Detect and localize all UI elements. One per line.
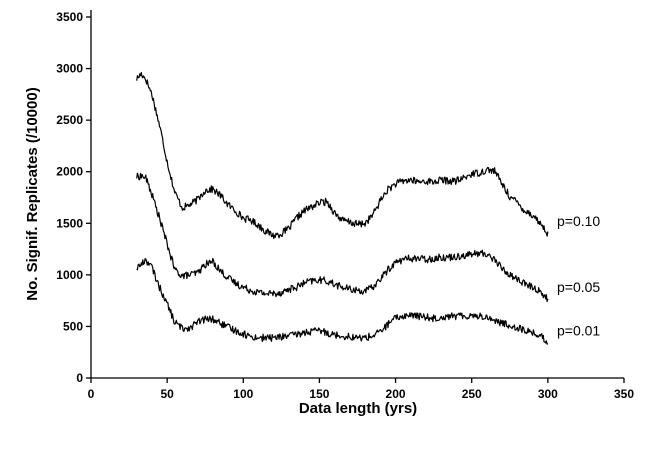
x-tick-label: 50 [160,387,174,401]
series-line-2 [136,172,549,303]
y-tick-label: 500 [63,319,83,333]
y-tick-label: 2500 [56,113,83,127]
y-tick-label: 3000 [56,62,83,76]
x-tick-label: 100 [233,387,253,401]
y-tick-label: 2000 [56,165,83,179]
axes-layer [90,10,624,379]
series-line-3 [136,258,549,345]
x-tick-label: 200 [386,387,406,401]
x-tick-label: 150 [309,387,329,401]
y-axis-title: No. Signif. Replicates (/10000) [24,87,41,300]
series-label-1: p=0.10 [557,213,600,229]
y-tick-label: 1500 [56,216,83,230]
series-label-layer: p=0.10 p=0.05 p=0.01 [557,213,600,338]
x-tick-label: 350 [614,387,634,401]
y-tick-label: 0 [76,371,83,385]
series-layer [136,71,549,345]
x-tick-label: 300 [538,387,558,401]
series-line-1 [136,71,549,240]
x-tick-label: 0 [88,387,95,401]
tick-layer: 0 500 1000 1500 2000 2500 3000 3500 0 50 100 150 200… [56,10,634,401]
series-label-3: p=0.01 [557,323,600,339]
y-tick-label: 3500 [56,10,83,24]
x-tick-label: 250 [462,387,482,401]
series-label-2: p=0.05 [557,279,600,295]
y-tick-label: 1000 [56,268,83,282]
x-axis-title: Data length (yrs) [299,400,417,417]
